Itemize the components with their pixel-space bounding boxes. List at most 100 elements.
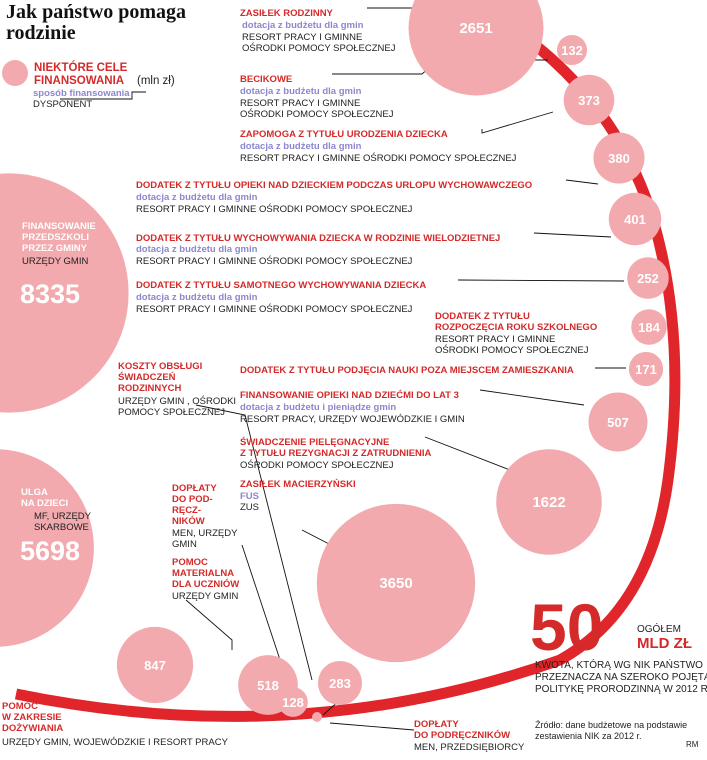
- leader-line-11: [195, 404, 313, 681]
- label-dozyw-disp: URZĘDY GMIN, WOJEWÓDZKIE I RESORT PRACY: [2, 737, 228, 748]
- label-urlop-disp: RESORT PRACY I GMINNE OŚRODKI POMOCY SPO…: [136, 204, 413, 215]
- bubble-value-10: 3650: [379, 575, 412, 592]
- source-line2: zestawienia NIK za 2012 r.: [535, 731, 642, 741]
- bubble-11: [0, 173, 129, 413]
- bubble-5: [627, 257, 669, 299]
- leader-line-2: [481, 111, 554, 134]
- legend-line1: NIEKTÓRE CELE: [34, 62, 128, 74]
- label-pomocmat-name2: MATERIALNA: [172, 568, 235, 579]
- legend-disponent: DYSPONENT: [33, 99, 93, 110]
- label-urlop-method: dotacja z budżetu dla gmin: [136, 192, 258, 203]
- label-opieka3-method: dotacja z budżetu i pieniądze gmin: [240, 402, 397, 413]
- label-dozyw-name1: POMOC: [2, 701, 38, 712]
- total-unit: MLD ZŁ: [637, 635, 692, 652]
- leader-line-5: [457, 279, 625, 282]
- summary-desc2: PRZEZNACZA NA SZEROKO POJĘTĄ: [535, 672, 707, 683]
- bubble-13: [116, 626, 194, 704]
- bubble-value-1: 132: [561, 43, 583, 58]
- legend-bubble: [2, 60, 28, 86]
- label-zasilek-method: dotacja z budżetu dla gmin: [242, 20, 364, 31]
- leader-line-9: [424, 436, 511, 471]
- label-wielodz-disp: RESORT PRACY I GMINNE OŚRODKI POMOCY SPO…: [136, 256, 413, 267]
- label-opieka3-name: FINANSOWANIE OPIEKI NAD DZIEĆMI DO LAT 3: [240, 390, 459, 401]
- legend-line: [60, 91, 146, 100]
- label-samotne-name: DODATEK Z TYTUŁU SAMOTNEGO WYCHOWYWANIA …: [136, 280, 427, 291]
- total-value: 50: [530, 590, 604, 664]
- label-dozyw-name3: DOŻYWIANIA: [2, 723, 64, 734]
- source-line1: Źródło: dane budżetowe na podstawie: [535, 720, 688, 730]
- bubble-8: [588, 392, 648, 452]
- credit: RM: [686, 740, 699, 749]
- bubble-value-17: 7: [314, 726, 321, 740]
- bubble-0: [408, 0, 544, 96]
- legend-method: sposób finansowania: [33, 88, 130, 99]
- label-wielodz-name: DODATEK Z TYTUŁU WYCHOWYWANIA DZIECKA W …: [136, 233, 501, 244]
- bubble-3: [593, 132, 645, 184]
- label-urlop-name: DODATEK Z TYTUŁU OPIEKI NAD DZIECKIEM PO…: [136, 180, 533, 191]
- label-zasilek-disp2: OŚRODKI POMOCY SPOŁECZNEJ: [242, 43, 396, 54]
- bubble-10: [316, 503, 476, 663]
- bubble-12: [0, 449, 94, 647]
- bubble-value-6: 184: [638, 320, 660, 335]
- label-doplaty1-name3: RĘCZ-: [172, 505, 202, 516]
- label-samotne-method: dotacja z budżetu dla gmin: [136, 292, 258, 303]
- label-zapomoga-name: ZAPOMOGA Z TYTUŁU URODZENIA DZIECKA: [240, 129, 448, 140]
- przedszkola-name3: PRZEZ GMINY: [22, 243, 87, 254]
- leader-line-4: [533, 232, 612, 238]
- label-becikowe-method: dotacja z budżetu dla gmin: [240, 86, 362, 97]
- label-doplaty1-name4: NIKÓW: [172, 516, 205, 527]
- ulga-name1: ULGA: [21, 487, 48, 498]
- bubble-value-14: 518: [257, 678, 279, 693]
- label-macierz-disp: ZUS: [240, 502, 259, 513]
- przedszkola-name2: PRZEDSZKOLI: [22, 232, 90, 243]
- bubble-4: [608, 192, 662, 246]
- ulga-disp1: MF, URZĘDY: [34, 511, 91, 522]
- leader-line-8: [479, 389, 585, 406]
- label-macierz-method: FUS: [240, 491, 259, 502]
- label-koszty-name2: ŚWIADCZEŃ: [118, 372, 176, 383]
- bubble-value-15: 128: [282, 695, 304, 710]
- label-koszty-name1: KOSZTY OBSŁUGI: [118, 361, 203, 372]
- ulga-disp2: SKARBOWE: [34, 522, 89, 533]
- label-rok-name1: DODATEK Z TYTUŁU: [435, 311, 530, 322]
- label-pomocmat-name1: POMOC: [172, 557, 208, 568]
- label-pielegn-name1: ŚWIADCZENIE PIELĘGNACYJNE: [240, 437, 390, 448]
- leader-line-12: [185, 599, 233, 650]
- leader-line-10: [301, 529, 332, 546]
- label-opieka3-disp: RESORT PRACY, URZĘDY WOJEWÓDZKIE I GMIN: [240, 414, 465, 425]
- bubble-value-8: 507: [607, 415, 629, 430]
- bubble-17: [312, 712, 322, 722]
- bubble-value-4: 401: [624, 212, 646, 227]
- bubble-value-3: 380: [608, 151, 630, 166]
- total-label: OGÓŁEM: [637, 624, 681, 635]
- label-zasilek-name: ZASIŁEK RODZINNY: [240, 8, 333, 19]
- label-nauka-name: DODATEK Z TYTUŁU PODJĘCIA NAUKI POZA MIE…: [240, 365, 574, 376]
- label-pielegn-disp: OŚRODKI POMOCY SPOŁECZNEJ: [240, 460, 394, 471]
- page-title: Jak państwo pomaga rodzinie: [6, 1, 187, 44]
- label-pielegn-name2: Z TYTUŁU REZYGNACJI Z ZATRUDNIENIA: [240, 448, 432, 459]
- bubble-value-0: 2651: [459, 20, 492, 37]
- label-koszty-disp1: URZĘDY GMIN , OŚRODKI: [118, 396, 237, 407]
- label-macierz-name: ZASIŁEK MACIERZYŃSKI: [240, 479, 356, 490]
- leader-line-15: [329, 722, 415, 731]
- label-doplaty2-name1: DOPŁATY: [414, 719, 459, 730]
- bubble-15: [278, 687, 308, 717]
- label-rok-disp2: OŚRODKI POMOCY SPOŁECZNEJ: [435, 345, 589, 356]
- label-becikowe-disp1: RESORT PRACY I GMINNE: [240, 98, 361, 109]
- bubble-6: [631, 309, 667, 345]
- bubble-value-5: 252: [637, 271, 659, 286]
- label-koszty-name3: RODZINNYCH: [118, 383, 182, 394]
- przedszkola-disp: URZĘDY GMIN: [22, 256, 89, 267]
- label-doplaty2-disp: MEN, PRZEDSIĘBIORCY: [414, 742, 525, 753]
- label-doplaty1-name2: DO POD-: [172, 494, 213, 505]
- bubble-value-9: 1622: [532, 494, 565, 511]
- label-becikowe-disp2: OŚRODKI POMOCY SPOŁECZNEJ: [240, 109, 394, 120]
- bubble-value-2: 373: [578, 93, 600, 108]
- legend-unit: (mln zł): [137, 75, 175, 87]
- przedszkola-value: 8335: [20, 279, 81, 309]
- bubble-value-13: 847: [144, 658, 166, 673]
- bubble-2: [563, 74, 615, 126]
- label-becikowe-name: BECIKOWE: [240, 74, 293, 85]
